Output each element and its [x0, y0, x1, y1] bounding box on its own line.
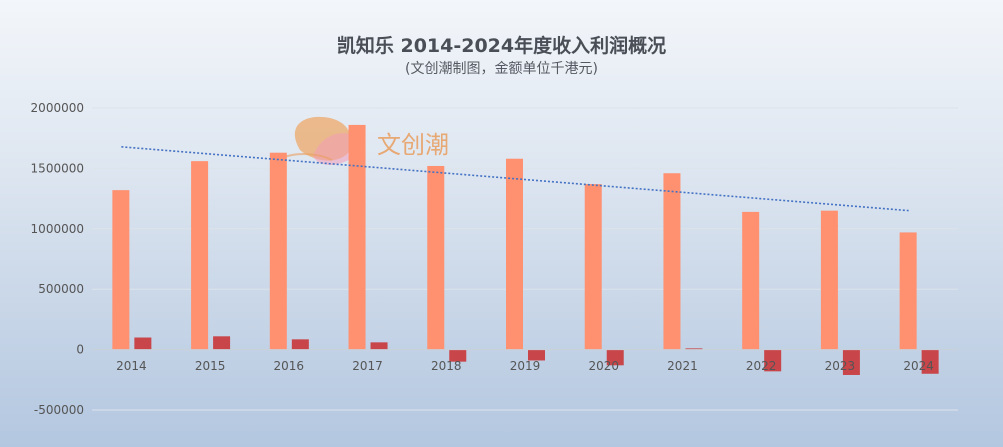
x-tick-label: 2014	[116, 359, 147, 373]
revenue-bar	[584, 184, 602, 350]
watermark-text: 文创潮	[377, 131, 449, 159]
bars	[112, 124, 939, 375]
watermark-logo: 文创潮	[281, 116, 449, 165]
y-tick-label: -500000	[34, 403, 84, 417]
profit-bar	[921, 349, 939, 374]
revenue-bar	[899, 232, 917, 350]
revenue-bar	[742, 211, 760, 350]
revenue-bar	[506, 158, 523, 350]
chart-title: 凯知乐 2014-2024年度收入利润概况	[336, 35, 667, 57]
x-tick-label: 2017	[352, 359, 383, 373]
x-tick-label: 2020	[588, 359, 619, 373]
revenue-bar	[112, 190, 130, 350]
y-tick-label: 0	[76, 343, 84, 357]
grid-lines	[92, 107, 958, 411]
x-tick-label: 2021	[667, 359, 698, 373]
profit-bar	[528, 349, 545, 361]
profit-bar	[213, 336, 231, 350]
x-tick-label: 2023	[825, 359, 856, 373]
profit-bar	[134, 337, 152, 350]
x-tick-label: 2024	[903, 359, 934, 373]
revenue-bar	[269, 152, 287, 350]
profit-bar	[842, 349, 860, 375]
revenue-bar	[348, 124, 366, 350]
x-axis: 2014 2015 2016 2017 2018 2019 2020 2021 2022 2023…	[116, 359, 934, 373]
revenue-bar	[427, 165, 445, 350]
y-tick-label: 1500000	[31, 161, 84, 175]
profit-bar	[291, 339, 309, 350]
y-axis: -500000 0 500000 1000000 1500000 2000000	[31, 101, 84, 417]
y-tick-label: 500000	[38, 282, 84, 296]
x-tick-label: 2018	[431, 359, 462, 373]
profit-bar	[449, 349, 467, 362]
revenue-bar	[191, 161, 209, 350]
x-tick-label: 2016	[274, 359, 305, 373]
profit-bar	[764, 349, 782, 372]
y-tick-label: 1000000	[31, 222, 84, 236]
revenue-bar	[663, 173, 681, 350]
profit-bar	[370, 342, 388, 350]
chart-subtitle: (文创潮制图，金额单位千港元)	[405, 61, 598, 77]
y-tick-label: 2000000	[31, 101, 84, 115]
revenue-bar	[820, 210, 838, 350]
profit-bar	[685, 348, 703, 350]
x-tick-label: 2019	[510, 359, 541, 373]
x-tick-label: 2015	[195, 359, 226, 373]
profit-bar	[606, 349, 624, 366]
x-tick-label: 2022	[746, 359, 777, 373]
